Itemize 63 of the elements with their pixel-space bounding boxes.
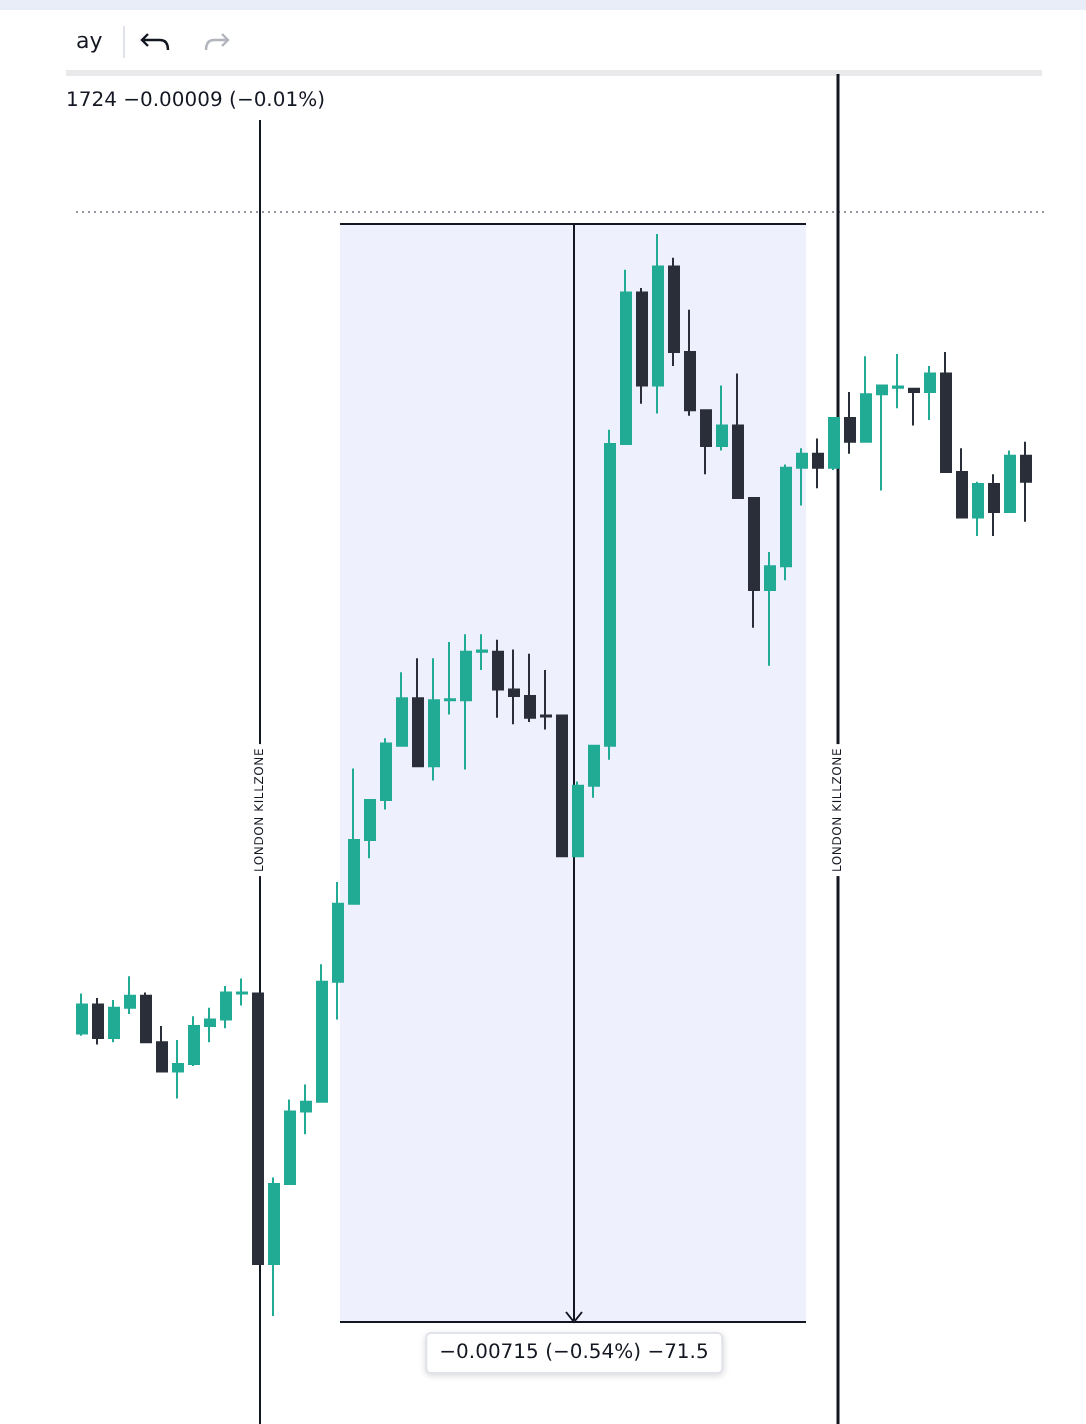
candlestick: [812, 437, 824, 490]
candlestick: [572, 780, 584, 858]
candlestick: [316, 963, 328, 1103]
candlestick: [156, 1025, 168, 1073]
candlestick: [764, 551, 776, 667]
candlestick: [636, 287, 648, 405]
candlestick: [892, 353, 904, 410]
candlestick: [412, 657, 424, 768]
candlestick: [876, 384, 888, 492]
candlestick: [796, 447, 808, 507]
candlestick: [780, 463, 792, 582]
candlestick: [540, 669, 552, 731]
candlestick: [268, 1176, 280, 1317]
candlestick: [956, 447, 968, 519]
candlestick: [508, 648, 520, 726]
candlestick: [188, 1015, 200, 1068]
candlestick: [556, 714, 568, 858]
candlestick: [1004, 449, 1016, 514]
text: −0.00715 (−0.54%) −71.5: [425, 1332, 723, 1374]
candlestick: [460, 633, 472, 771]
candlestick: [332, 881, 344, 1021]
candlestick: [252, 992, 264, 1266]
candlestick: [140, 991, 152, 1044]
candlestick: [284, 1098, 296, 1185]
candlestick: [524, 652, 536, 723]
candlestick: [652, 233, 664, 415]
candlestick: [604, 428, 616, 761]
candlestick: [172, 1039, 184, 1100]
candlestick: [700, 409, 712, 476]
candlestick: [748, 497, 760, 629]
candlestick: [92, 996, 104, 1046]
candlestick: [620, 268, 632, 445]
candlestick: [124, 975, 136, 1016]
candlestick: [908, 387, 920, 427]
candlestick: [492, 638, 504, 719]
candlestick: [300, 1083, 312, 1136]
candlestick: [444, 640, 456, 716]
candlestick: [668, 256, 680, 367]
candlestick: [220, 984, 232, 1030]
candlestick: [988, 473, 1000, 537]
candlestick: [236, 977, 248, 1007]
candlestick: [924, 365, 936, 422]
candlestick: [364, 798, 376, 860]
candlestick: [476, 633, 488, 672]
candlestick: [972, 480, 984, 537]
candlestick: [716, 384, 728, 452]
candlestick: [844, 390, 856, 455]
candlestick: [76, 992, 88, 1037]
candlestick: [428, 657, 440, 782]
candlestick: [1020, 440, 1032, 523]
candlestick: [396, 671, 408, 747]
candlestick: [860, 355, 872, 443]
candlestick: [588, 744, 600, 799]
candlestick: [348, 767, 360, 905]
candlestick: [380, 737, 392, 811]
candlestick: [108, 999, 120, 1044]
candlestick: [204, 1006, 216, 1044]
text: ay: [76, 28, 103, 54]
candlestick: [732, 372, 744, 500]
text: 1724 −0.00009 (−0.01%): [66, 90, 325, 112]
candlestick: [940, 350, 952, 474]
candlestick: [828, 416, 840, 471]
candlestick: [684, 308, 696, 417]
